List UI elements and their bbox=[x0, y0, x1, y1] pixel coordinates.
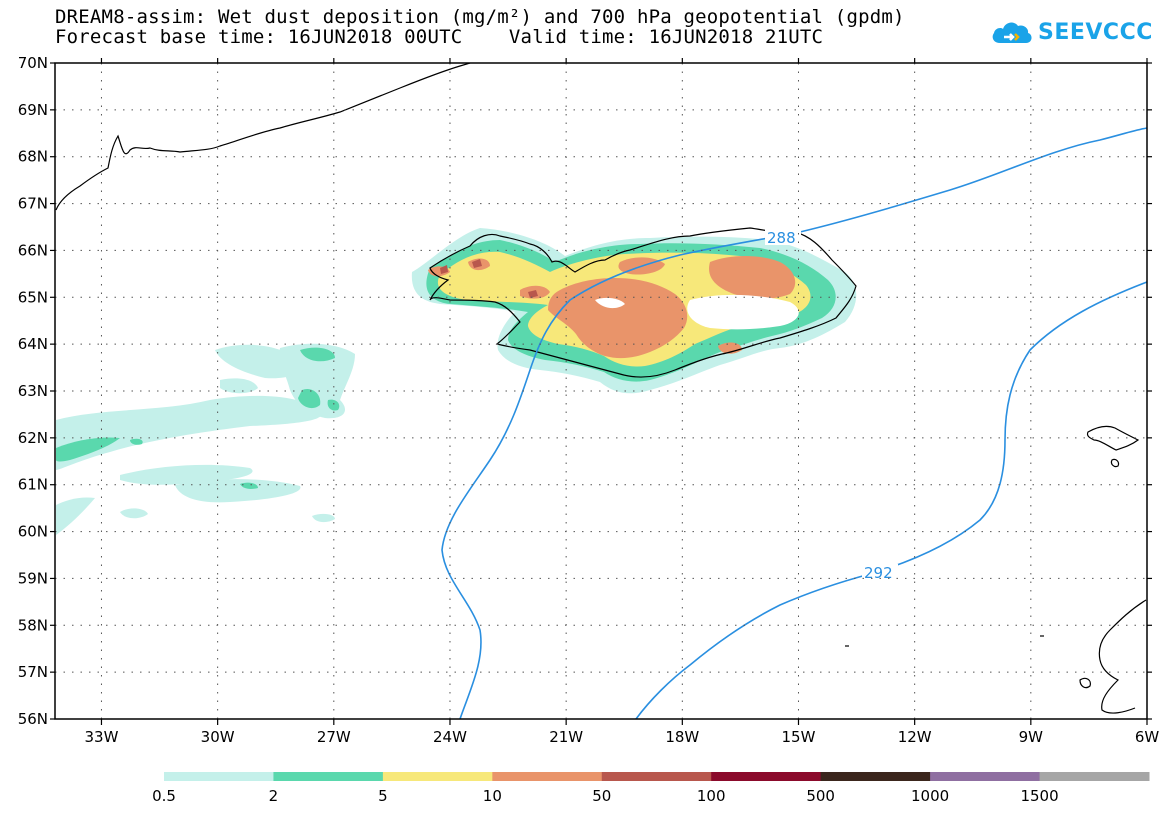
lat-label: 60N bbox=[18, 523, 48, 541]
latitude-labels: 70N 69N 68N 67N 66N 65N 64N 63N 62N 61N 60N 59N 58N 5… bbox=[18, 54, 48, 728]
contour-label-bg bbox=[862, 564, 898, 580]
lat-label: 58N bbox=[18, 616, 48, 634]
colorbar-label: 2 bbox=[269, 787, 279, 805]
colorbar-swatch bbox=[930, 772, 1041, 781]
lat-label: 70N bbox=[18, 54, 48, 72]
colorbar-label: 100 bbox=[697, 787, 726, 805]
lat-label: 62N bbox=[18, 429, 48, 447]
lon-label: 6W bbox=[1135, 728, 1160, 746]
colorbar-swatch bbox=[601, 772, 712, 781]
colorbar-swatch bbox=[382, 772, 493, 781]
lat-label: 68N bbox=[18, 148, 48, 166]
lat-label: 61N bbox=[18, 476, 48, 494]
contour-label-288: 288 bbox=[767, 229, 796, 247]
lon-label: 12W bbox=[898, 728, 932, 746]
colorbar-label: 500 bbox=[806, 787, 835, 805]
contour-288 bbox=[441, 127, 1147, 719]
logo-text: SEEVCCC bbox=[1038, 19, 1153, 45]
lon-label: 27W bbox=[317, 728, 351, 746]
colorbar-swatch bbox=[820, 772, 931, 781]
colorbar-label: 50 bbox=[592, 787, 611, 805]
lon-label: 15W bbox=[782, 728, 816, 746]
colorbar-label: 10 bbox=[483, 787, 502, 805]
dust-deposition-shading bbox=[56, 228, 857, 535]
lon-label: 30W bbox=[201, 728, 235, 746]
colorbar-label: 1000 bbox=[911, 787, 949, 805]
lat-label: 56N bbox=[18, 710, 48, 728]
contour-label-bg bbox=[765, 229, 801, 245]
colorbar-label: 5 bbox=[378, 787, 388, 805]
colorbar-swatch bbox=[492, 772, 603, 781]
colorbar-label: 0.5 bbox=[152, 787, 176, 805]
lat-label: 59N bbox=[18, 569, 48, 587]
map-subtitle: Forecast base time: 16JUN2018 00UTC Vali… bbox=[55, 26, 824, 48]
map-title: DREAM8-assim: Wet dust deposition (mg/m²… bbox=[55, 6, 905, 28]
lat-label: 65N bbox=[18, 288, 48, 306]
longitude-labels: 33W 30W 27W 24W 21W 18W 15W 12W 9W 6W bbox=[85, 728, 1160, 746]
lat-label: 69N bbox=[18, 101, 48, 119]
lon-label: 18W bbox=[665, 728, 699, 746]
lon-label: 21W bbox=[549, 728, 583, 746]
colorbar-swatch bbox=[273, 772, 384, 781]
lat-label: 67N bbox=[18, 195, 48, 213]
contour-292 bbox=[635, 281, 1147, 719]
lat-label: 66N bbox=[18, 241, 48, 259]
graticule bbox=[50, 58, 1152, 725]
colorbar-swatch bbox=[164, 772, 274, 781]
lon-label: 24W bbox=[433, 728, 467, 746]
colorbar-swatch bbox=[711, 772, 822, 781]
colorbar: 0.5 2 5 10 50 100 500 1000 1500 bbox=[152, 772, 1150, 805]
lon-label: 33W bbox=[85, 728, 119, 746]
plot-frame bbox=[54, 62, 1148, 720]
cloud-icon bbox=[992, 22, 1032, 43]
lon-label: 9W bbox=[1019, 728, 1044, 746]
lat-label: 64N bbox=[18, 335, 48, 353]
lat-label: 63N bbox=[18, 382, 48, 400]
seevccc-logo: SEEVCCC bbox=[990, 17, 1153, 47]
contour-label-292: 292 bbox=[864, 564, 893, 582]
lat-label: 57N bbox=[18, 663, 48, 681]
geopotential-contours bbox=[441, 127, 1147, 719]
colorbar-label: 1500 bbox=[1020, 787, 1058, 805]
colorbar-swatch bbox=[1039, 772, 1150, 781]
coastlines bbox=[55, 63, 1147, 714]
